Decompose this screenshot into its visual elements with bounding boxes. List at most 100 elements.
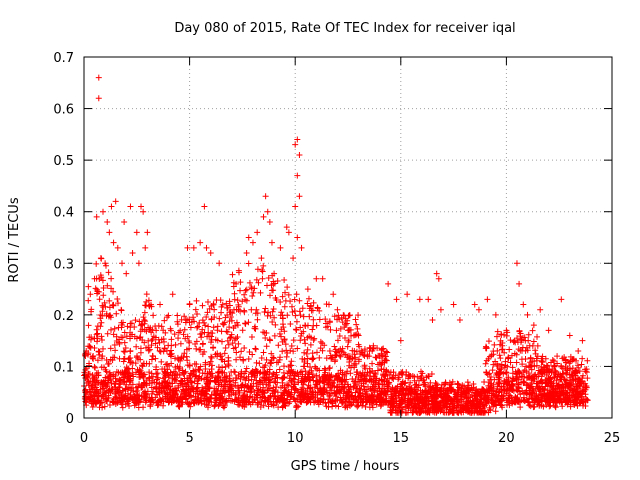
roti-point-bg [100,284,107,291]
roti-point-bg [487,373,494,380]
roti-point-bg [310,355,317,362]
roti-point-bg [334,337,341,344]
roti-point-bg [268,287,275,294]
roti-point [268,239,275,246]
roti-point-bg [118,307,125,314]
roti-point [104,219,111,226]
roti-point-bg [292,312,299,319]
roti-point-bg [259,267,266,274]
roti-point-bg [438,381,445,388]
roti-point-bg [248,333,255,340]
roti-point-bg [274,277,281,284]
roti-point-bg [558,363,565,370]
roti-point [95,74,102,81]
roti-point-bg [309,350,316,357]
roti-point [292,203,299,210]
roti-point-bg [101,403,108,410]
roti-point-bg [575,364,582,371]
chart-title: Day 080 of 2015, Rate Of TEC Index for r… [174,21,515,36]
roti-point-bg [181,350,188,357]
roti-point-bg [272,295,279,302]
roti-point-bg [507,359,514,366]
roti-point-bg [171,331,178,338]
roti-point-bg [441,381,448,388]
roti-point-bg [104,330,111,337]
roti-point-bg [124,323,131,330]
roti-point-bg [215,364,222,371]
y-tick-label: 0.7 [53,51,74,66]
roti-point-bg [193,345,200,352]
roti-point-bg [132,317,139,324]
roti-point [169,291,176,298]
roti-point-bg [231,296,238,303]
roti-point-bg [107,326,114,333]
roti-point-bg [271,314,278,321]
roti-point-bg [94,288,101,295]
roti-point-bg [91,335,98,342]
roti-point-bg [258,355,265,362]
roti-point-bg [337,325,344,332]
roti-point-bg [92,285,99,292]
roti-point [119,260,126,267]
roti-point-bg [110,302,117,309]
roti-point [437,306,444,313]
roti-point-bg [341,334,348,341]
roti-point [87,291,94,298]
x-axis-label: GPS time / hours [291,459,400,474]
roti-point-bg [487,407,494,414]
roti-point [429,317,436,324]
roti-point-bg [114,296,121,303]
roti-point-bg [419,370,426,377]
roti-point-bg [134,352,141,359]
roti-point [566,332,573,339]
roti-point-bg [111,341,118,348]
roti-point-bg [304,346,311,353]
roti-point-bg [287,320,294,327]
roti-point-bg [155,322,162,329]
roti-point-bg [93,331,100,338]
roti-point-bg [297,324,304,331]
roti-point [190,244,197,251]
x-tick-label: 20 [498,431,515,446]
roti-point [245,234,252,241]
roti-point-bg [120,348,127,355]
roti-point-bg [194,324,201,331]
roti-point-bg [198,330,205,337]
roti-point-bg [183,353,190,360]
roti-point-bg [503,332,510,339]
roti-point-bg [494,328,501,335]
roti-point-bg [174,363,181,370]
roti-point-bg [288,342,295,349]
roti-point-bg [490,361,497,368]
roti-point-bg [506,346,513,353]
roti-point-bg [252,346,259,353]
roti-point-bg [98,319,105,326]
roti-point [216,260,223,267]
roti-point-bg [100,292,107,299]
roti-point [249,239,256,246]
roti-point-bg [142,302,149,309]
roti-point-bg [213,297,220,304]
roti-point-bg [222,363,229,370]
roti-point-bg [205,329,212,336]
roti-point-bg [293,318,300,325]
roti-point-bg [497,355,504,362]
roti-point-bg [243,286,250,293]
roti-point [296,151,303,158]
y-tick-label: 0.6 [53,103,74,118]
roti-point [416,296,423,303]
roti-point-bg [273,359,280,366]
roti-point-bg [136,318,143,325]
roti-point-bg [262,305,269,312]
roti-point-bg [414,373,421,380]
x-tick-label: 5 [185,431,193,446]
y-tick-label: 0.4 [53,206,74,221]
roti-point-bg [493,333,500,340]
roti-point-bg [559,403,566,410]
roti-point-bg [108,285,115,292]
roti-point-bg [302,340,309,347]
roti-point-bg [116,340,123,347]
roti-point [186,301,193,308]
roti-point [475,306,482,313]
roti-point-bg [161,317,168,324]
